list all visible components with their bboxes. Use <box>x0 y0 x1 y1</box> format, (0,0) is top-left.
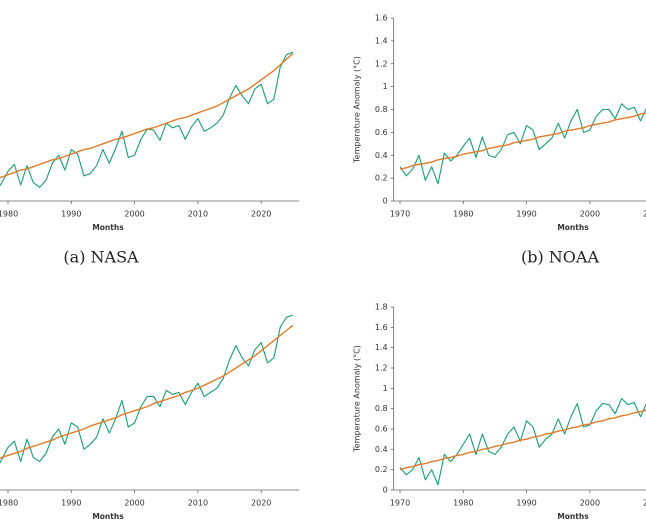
panel: 19701980199020002010202000.20.40.60.811.… <box>353 303 646 520</box>
y-tick-label: 1.8 <box>375 303 388 312</box>
x-tick-label: 1990 <box>516 210 536 219</box>
y-tick-label: 0.8 <box>375 105 388 114</box>
x-tick-label: 1970 <box>390 499 410 508</box>
y-tick-label: 0.4 <box>375 151 388 160</box>
y-tick-label: 0.2 <box>375 174 388 183</box>
y-tick-label: 0 <box>383 197 388 206</box>
x-tick-label: 2000 <box>124 499 144 508</box>
y-tick-label: 1 <box>383 384 388 393</box>
y-tick-label: 0.6 <box>375 128 388 137</box>
x-axis-label: Months <box>557 223 589 232</box>
x-tick-label: 1970 <box>390 210 410 219</box>
y-tick-label: 0.4 <box>375 445 388 454</box>
x-tick-label: 2000 <box>124 210 144 219</box>
trend-line <box>0 324 294 459</box>
y-axis-label: Temperature Anomaly (°C) <box>353 56 362 164</box>
trend-line <box>0 52 294 179</box>
y-tick-label: 1.6 <box>375 323 388 332</box>
x-axis-label: Months <box>92 512 124 520</box>
x-tick-label: 1980 <box>453 499 473 508</box>
y-axis-label: Temperature Anomaly (°C) <box>353 345 362 453</box>
x-tick-label: 2000 <box>580 499 600 508</box>
y-tick-label: 0.2 <box>375 465 388 474</box>
x-axis-label: Months <box>557 512 589 520</box>
y-tick-label: 1.6 <box>375 14 388 23</box>
x-tick-label: 2020 <box>251 499 271 508</box>
x-tick-label: 2010 <box>188 499 208 508</box>
x-tick-label: 1990 <box>61 210 81 219</box>
y-tick-label: 0 <box>383 486 388 495</box>
trend-line <box>399 409 646 471</box>
x-tick-label: 1980 <box>0 499 18 508</box>
y-tick-label: 1.4 <box>375 36 388 45</box>
data-line <box>399 397 646 486</box>
data-line <box>0 51 294 188</box>
x-tick-label: 1990 <box>516 499 536 508</box>
x-tick-label: 2000 <box>580 210 600 219</box>
x-tick-label: 2010 <box>188 210 208 219</box>
x-tick-label: 1980 <box>453 210 473 219</box>
data-line <box>0 314 294 464</box>
panel: 19701980199020002010202000.20.40.60.811.… <box>353 14 646 267</box>
caption: (b) NOAA <box>521 248 599 267</box>
y-tick-label: 1.2 <box>375 59 388 68</box>
y-tick-label: 1.2 <box>375 364 388 373</box>
panel: 197019801990200020102020Months <box>0 314 300 520</box>
data-line <box>399 103 646 185</box>
y-tick-label: 1 <box>383 82 388 91</box>
x-tick-label: 1980 <box>0 210 18 219</box>
y-tick-label: 1.4 <box>375 343 388 352</box>
trend-line <box>399 112 646 170</box>
caption: (a) NASA <box>63 248 139 267</box>
x-axis-label: Months <box>92 223 124 232</box>
x-tick-label: 2010 <box>643 499 646 508</box>
panel: 197019801990200020102020Months(a) NASA <box>0 51 300 267</box>
x-tick-label: 1990 <box>61 499 81 508</box>
y-tick-label: 0.8 <box>375 404 388 413</box>
y-tick-label: 0.6 <box>375 425 388 434</box>
x-tick-label: 2010 <box>643 210 646 219</box>
x-tick-label: 2020 <box>251 210 271 219</box>
